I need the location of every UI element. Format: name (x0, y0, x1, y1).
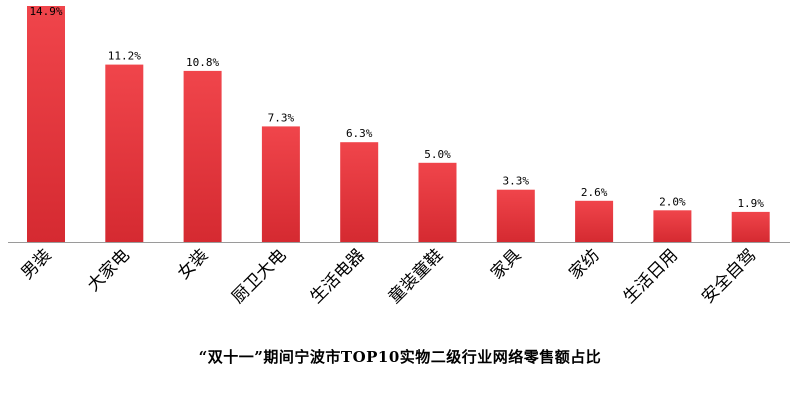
bar-chart: 14.9% 11.2% 10.8% 7.3% 6.3% 5.0% 3.3% 2.6% 2.0% 1… (8, 5, 790, 308)
value-label-5: 6.3% (346, 127, 373, 140)
category-labels-group: 男装 大家电 女装 厨卫大电 生活电器 童装童鞋 家具 家纺 生活日用 安全自驾 (17, 245, 760, 307)
category-label-4: 厨卫大电 (228, 245, 290, 307)
bar-5 (340, 142, 379, 242)
category-label-9: 生活日用 (620, 245, 682, 307)
bar-9 (653, 210, 692, 242)
category-label-6: 童装童鞋 (385, 245, 447, 307)
bar-1 (27, 6, 65, 242)
value-label-6: 5.0% (424, 148, 451, 161)
bar-7 (496, 189, 535, 242)
bar-2 (105, 64, 144, 242)
bar-4 (261, 126, 300, 242)
value-label-7: 3.3% (503, 175, 530, 188)
value-label-8: 2.6% (581, 186, 608, 199)
category-label-2: 大家电 (84, 245, 134, 295)
bar-6 (418, 162, 457, 242)
chart-title: “双十一”期间宁波市TOP10实物二级行业网络零售额占比 (198, 348, 602, 366)
bar-8 (575, 200, 614, 242)
bar-3 (183, 70, 222, 243)
value-label-2: 11.2% (108, 50, 141, 63)
bar-10 (731, 211, 770, 242)
value-label-10: 1.9% (737, 197, 764, 210)
category-label-3: 女装 (174, 245, 212, 283)
value-label-3: 10.8% (186, 56, 219, 69)
value-label-9: 2.0% (659, 195, 686, 208)
category-label-7: 家具 (487, 245, 525, 283)
category-label-8: 家纺 (565, 245, 603, 283)
category-label-10: 安全自驾 (698, 245, 760, 307)
value-label-1: 14.9% (29, 5, 62, 18)
category-label-5: 生活电器 (307, 245, 369, 307)
value-label-4: 7.3% (268, 111, 295, 124)
bars-group (27, 6, 770, 243)
category-label-1: 男装 (17, 245, 55, 283)
value-labels-group: 14.9% 11.2% 10.8% 7.3% 6.3% 5.0% 3.3% 2.6% 2.0% 1… (29, 5, 764, 210)
